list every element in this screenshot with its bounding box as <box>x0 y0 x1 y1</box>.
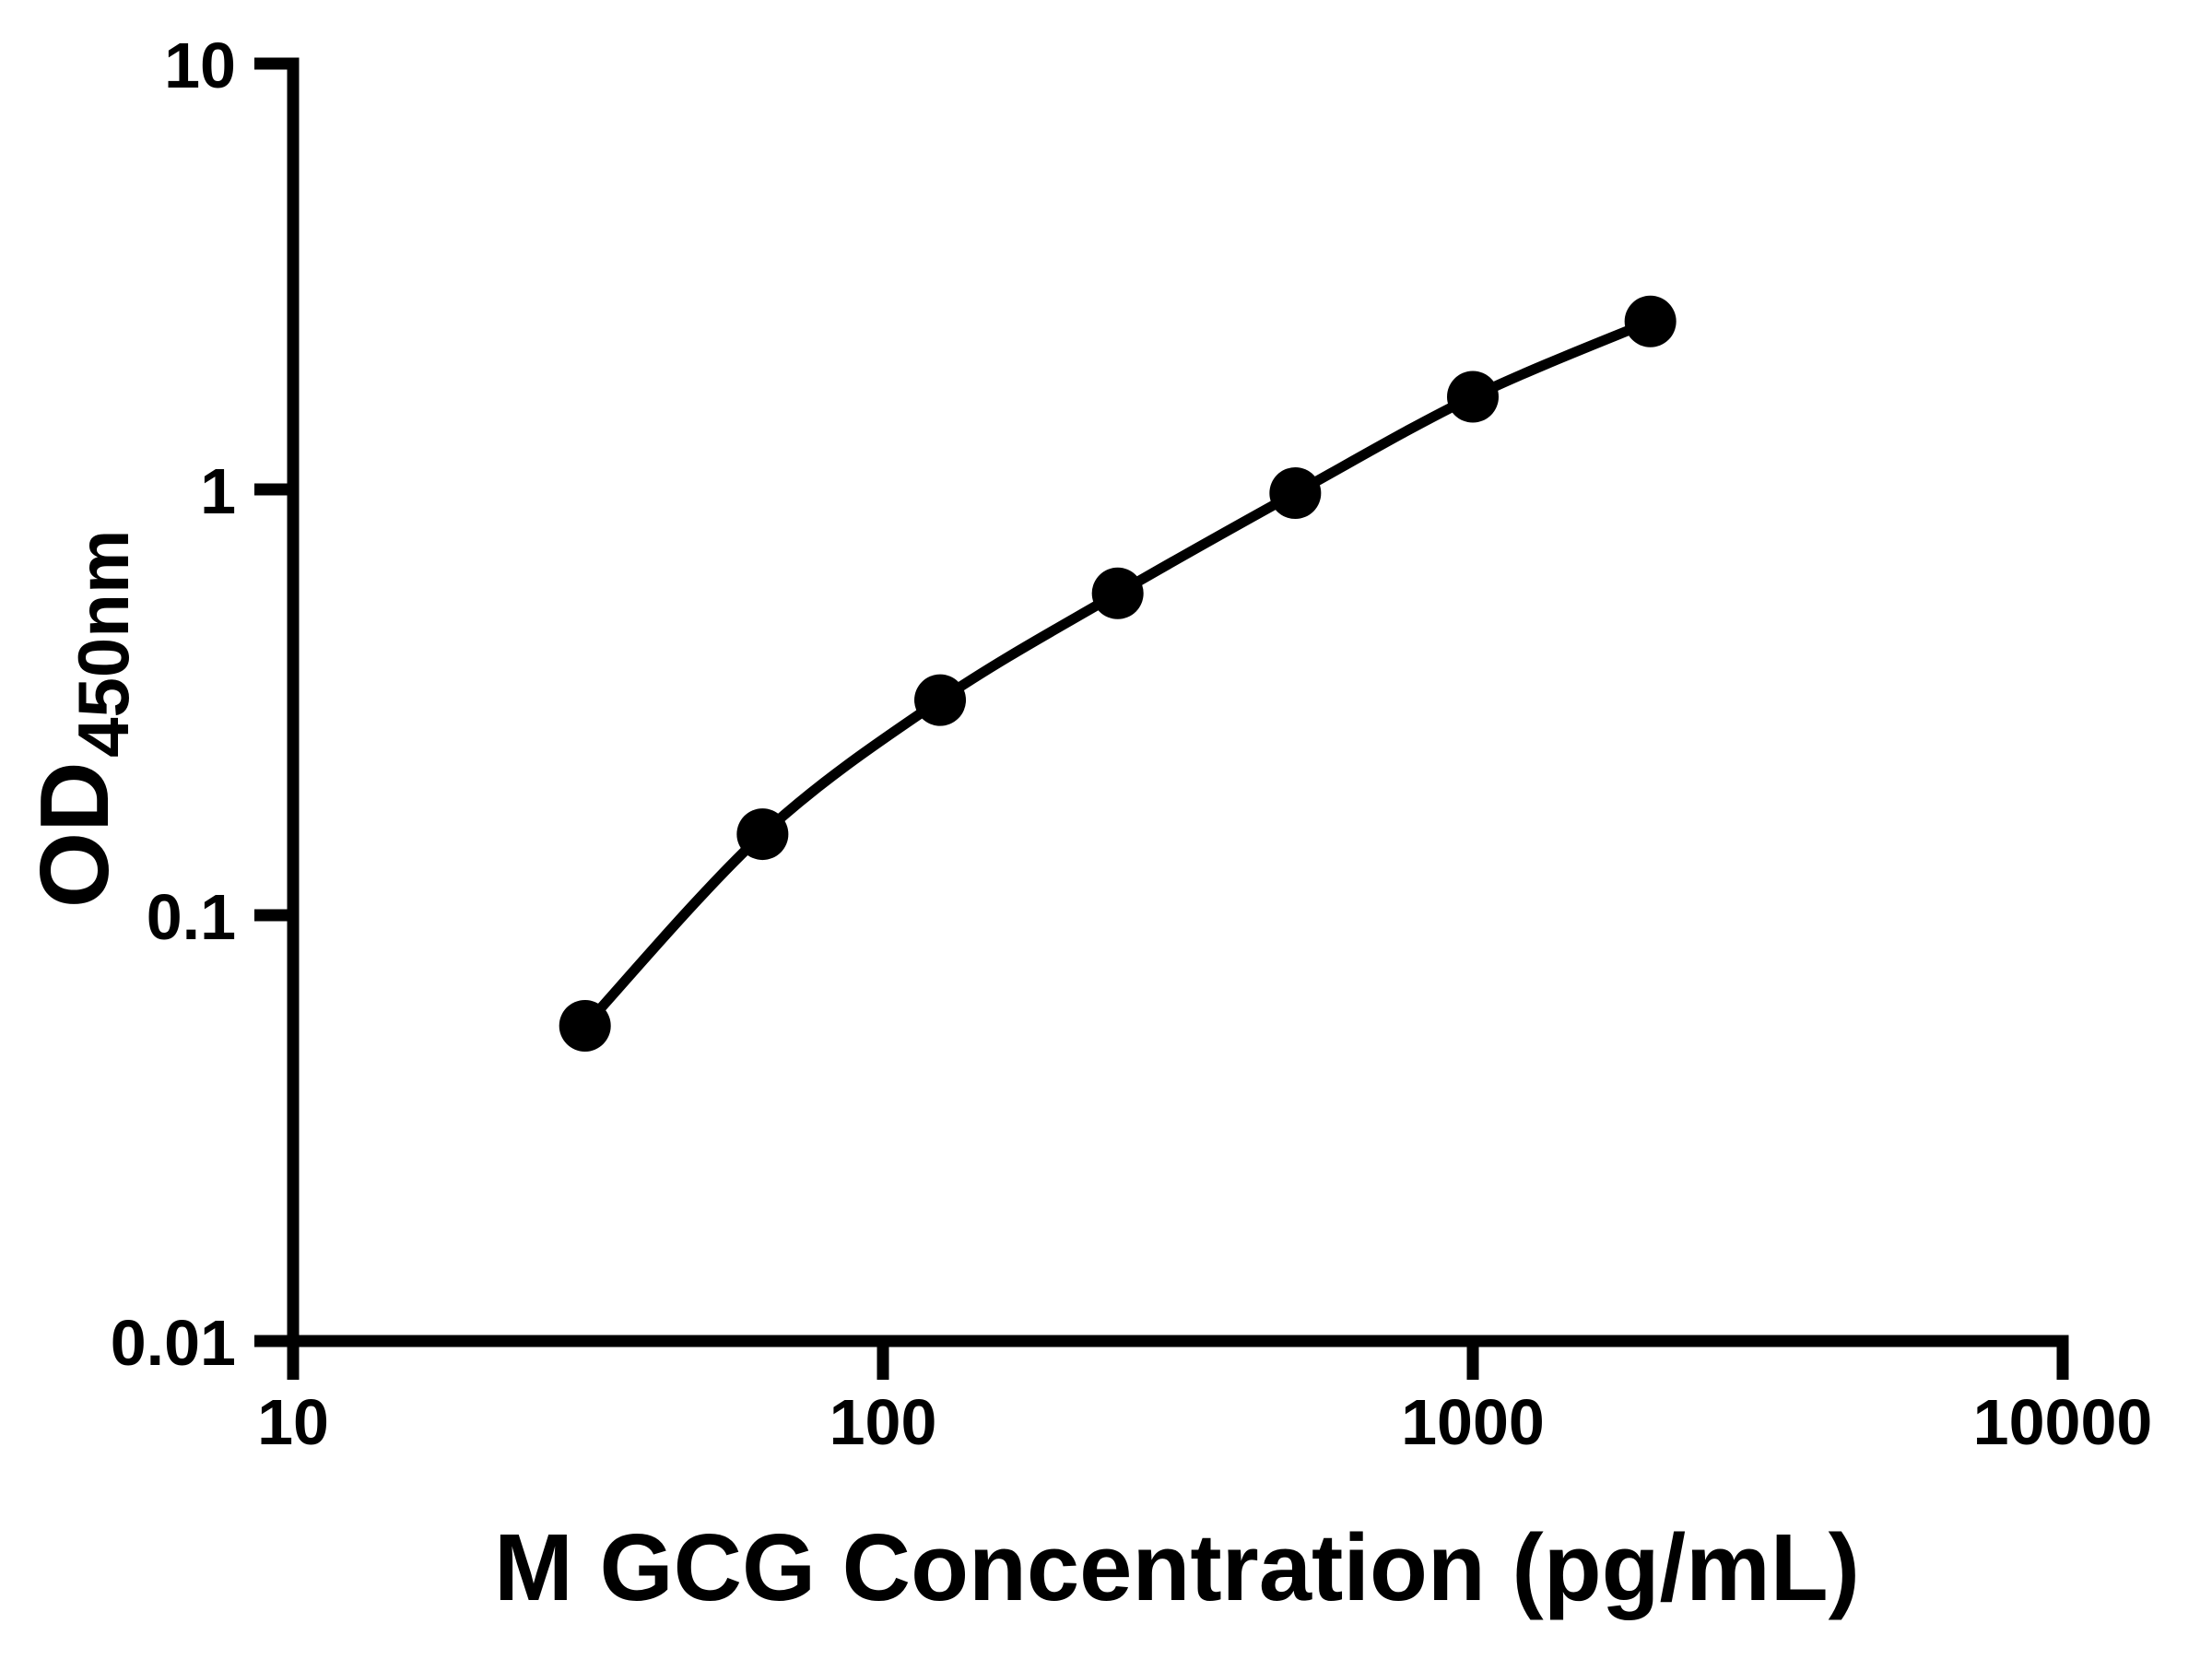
y-axis-title-sub: 450nm <box>63 530 144 758</box>
standard-curve-line <box>580 316 1656 1031</box>
x-tick-label-10000: 10000 <box>1973 1386 2153 1458</box>
y-tick-label-0.01: 0.01 <box>111 1307 236 1379</box>
data-point-31.25 <box>559 999 611 1052</box>
y-tick-label-0.1: 0.1 <box>147 881 236 953</box>
x-tick-label-10: 10 <box>257 1386 329 1458</box>
data-point-125 <box>914 674 967 726</box>
x-tick-label-1000: 1000 <box>1401 1386 1545 1458</box>
x-axis-title: M GCG Concentration (pg/mL) <box>494 1514 1860 1620</box>
y-axis-title-main: OD <box>20 761 129 908</box>
axis-spine <box>287 57 2069 1347</box>
x-tick-label-100: 100 <box>830 1386 937 1458</box>
data-point-1000 <box>1447 371 1499 423</box>
data-point-250 <box>1091 567 1144 619</box>
y-tick-label-10: 10 <box>164 29 236 101</box>
y-tick-label-1: 1 <box>200 455 236 527</box>
data-point-2000 <box>1624 295 1677 347</box>
data-point-500 <box>1269 467 1322 520</box>
y-axis-title: OD 450nm <box>20 530 144 909</box>
data-point-62.5 <box>736 808 789 861</box>
plot-area: 0.01 0.1 1 10 10 100 1000 10000 <box>111 29 2153 1458</box>
